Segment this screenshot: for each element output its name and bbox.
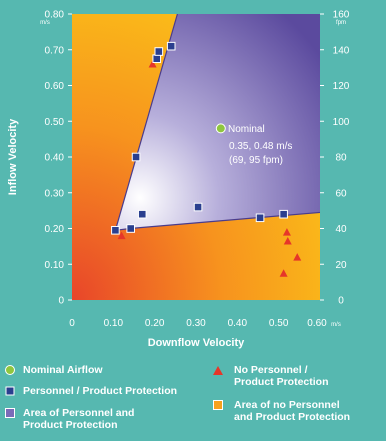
protection-point: [152, 54, 162, 63]
no-protection-point: [293, 253, 302, 261]
x-tick-label: 0.10: [104, 318, 124, 329]
y2-tick-label: 80: [335, 153, 347, 164]
y2-tick-label: 0: [338, 296, 344, 307]
legend-nominal-label: Nominal Airflow: [23, 364, 103, 376]
y2-tick-label: 20: [335, 260, 347, 271]
protection-point: [279, 209, 288, 219]
protection-point: [255, 213, 265, 223]
x-tick-label: 0.30: [186, 318, 206, 329]
nominal-label-line1: Nominal: [228, 124, 265, 135]
x-axis-ticks: 0 0.10 0.20 0.30 0.40 0.50 0.60: [69, 318, 327, 329]
x-tick-label: 0.20: [145, 318, 165, 329]
y-axis-label: Inflow Velocity: [7, 118, 19, 195]
x-tick-label: 0.40: [228, 318, 248, 329]
y-tick-label: 0.30: [45, 188, 65, 199]
nominal-point: [215, 123, 226, 134]
y2-unit-label: fpm: [336, 20, 346, 26]
nominal-label-line3: (69, 95 fpm): [229, 155, 283, 166]
protection-point: [154, 47, 164, 56]
y-tick-label: 0.40: [45, 153, 65, 164]
y2-tick-label: 100: [333, 117, 350, 128]
y-axis-ticks: 0 0.10 0.20 0.30 0.40 0.50 0.60 0.70 0.80: [45, 10, 72, 307]
x-tick-label: 0.50: [269, 318, 289, 329]
legend-no-protection-line2: Product Protection: [234, 376, 329, 388]
no-protection-point: [283, 237, 292, 245]
y-tick-label: 0.60: [45, 81, 65, 92]
y2-axis-ticks: 0 20 40 60 80 100 120 140 160: [320, 10, 350, 307]
protection-point: [166, 41, 176, 51]
area-protection-swatch-icon: [5, 408, 15, 418]
legend-area-protection-line1: Area of Personnel and: [23, 407, 135, 419]
y2-tick-label: 60: [335, 188, 347, 199]
protection-point: [111, 225, 120, 235]
x-unit-label: m/s: [331, 322, 341, 328]
no-protection-point: [282, 228, 291, 236]
area-no-protection-swatch-icon: [213, 400, 223, 410]
legend-area-no-protection-line2: and Product Protection: [234, 411, 351, 423]
protection-square-icon: [5, 386, 15, 396]
y2-tick-label: 160: [333, 10, 350, 21]
y-tick-label: 0: [58, 296, 64, 307]
nominal-circle-icon: [5, 365, 15, 375]
no-protection-triangle-icon: [213, 366, 223, 375]
y-tick-label: 0.10: [45, 260, 65, 271]
y-tick-label: 0.70: [45, 45, 65, 56]
chart: 0 0.10 0.20 0.30 0.40 0.50 0.60 0.70 0.80 0 20 40 6…: [7, 10, 350, 350]
protection-point: [193, 202, 203, 212]
legend-area-no-protection-line1: Area of no Personnel: [234, 399, 340, 411]
nominal-label-line2: 0.35, 0.48 m/s: [229, 141, 292, 152]
y2-tick-label: 140: [333, 45, 350, 56]
legend-protection-label: Personnel / Product Protection: [23, 385, 178, 397]
legend-area-protection-line2: Product Protection: [23, 419, 118, 431]
legend: Nominal Airflow Personnel / Product Prot…: [0, 360, 386, 441]
y-tick-label: 0.20: [45, 224, 65, 235]
boundary-line: [129, 211, 321, 230]
no-protection-point: [279, 269, 288, 277]
no-protection-point: [117, 231, 126, 240]
legend-no-protection-line1: No Personnel /: [234, 364, 308, 376]
x-tick-label: 0.60: [307, 318, 327, 329]
y-tick-label: 0.50: [45, 117, 65, 128]
y2-tick-label: 40: [335, 224, 347, 235]
x-tick-label: 0: [69, 318, 75, 329]
protection-point: [131, 152, 141, 162]
x-axis-label: Downflow Velocity: [148, 337, 245, 349]
protection-area: [115, 14, 321, 231]
protection-point: [126, 224, 135, 233]
y2-tick-label: 120: [333, 81, 350, 92]
y-unit-label: m/s: [40, 20, 50, 26]
no-protection-point: [148, 60, 157, 68]
data-points: [111, 41, 302, 277]
y-tick-label: 0.80: [45, 10, 65, 21]
protection-point: [137, 209, 147, 219]
